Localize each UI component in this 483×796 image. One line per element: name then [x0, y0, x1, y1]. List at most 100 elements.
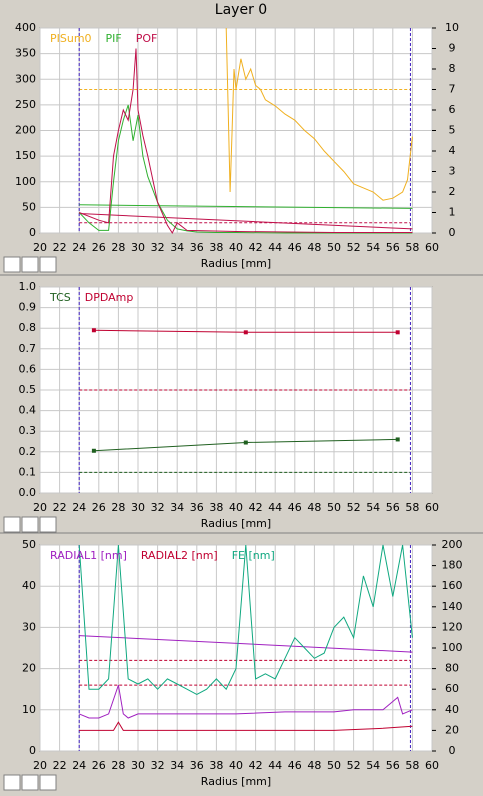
- x-tick-label: 40: [229, 241, 243, 254]
- x-tick-label: 36: [190, 501, 204, 514]
- legend-entry: PISum0: [50, 32, 92, 45]
- y-tick-label: 40: [22, 579, 36, 592]
- x-tick-label: 32: [151, 759, 165, 772]
- y-tick-label: 0.6: [19, 362, 37, 375]
- x-tick-label: 44: [268, 501, 282, 514]
- legend-entry: RADIAL1 [nm]: [50, 549, 127, 562]
- x-tick-label: 22: [53, 759, 67, 772]
- trace-line: [79, 684, 413, 719]
- x-tick-label: 44: [268, 241, 282, 254]
- y2-tick-label: 4: [449, 144, 456, 157]
- toolbar-button[interactable]: [39, 774, 57, 791]
- y-tick-label: 0.5: [19, 383, 37, 396]
- x-tick-label: 58: [405, 241, 419, 254]
- y-tick-label: 0: [29, 226, 36, 239]
- data-point: [91, 328, 96, 333]
- x-tick-label: 34: [170, 759, 184, 772]
- data-point: [243, 330, 248, 335]
- x-tick-label: 36: [190, 759, 204, 772]
- data-point: [395, 437, 400, 442]
- y-tick-label: 1.0: [19, 280, 37, 293]
- x-tick-label: 34: [170, 501, 184, 514]
- window-title: Layer 0: [215, 2, 267, 18]
- toolbar-button[interactable]: [21, 516, 39, 533]
- y-tick-label: 0: [29, 744, 36, 757]
- toolbar-button[interactable]: [3, 516, 21, 533]
- y2-tick-label: 160: [442, 579, 463, 592]
- x-tick-label: 24: [72, 241, 86, 254]
- x-tick-label: 56: [386, 501, 400, 514]
- x-tick-label: 56: [386, 759, 400, 772]
- x-tick-label: 40: [229, 501, 243, 514]
- legend-entry: DPDAmp: [85, 291, 134, 304]
- y-tick-label: 0.3: [19, 424, 37, 437]
- x-tick-label: 56: [386, 241, 400, 254]
- y2-tick-label: 5: [449, 124, 456, 137]
- toolbar-button[interactable]: [21, 774, 39, 791]
- y-tick-label: 150: [15, 149, 36, 162]
- x-tick-label: 52: [347, 759, 361, 772]
- x-tick-label: 42: [249, 501, 263, 514]
- y2-tick-label: 8: [449, 62, 456, 75]
- y-tick-label: 0.0: [19, 486, 37, 499]
- y-tick-label: 0.8: [19, 321, 37, 334]
- y2-tick-label: 6: [449, 103, 456, 116]
- x-tick-label: 46: [288, 241, 302, 254]
- x-tick-label: 50: [327, 241, 341, 254]
- legend-entry: POF: [136, 32, 158, 45]
- y2-tick-label: 60: [445, 682, 459, 695]
- y-tick-label: 0.1: [19, 465, 37, 478]
- x-tick-label: 54: [366, 501, 380, 514]
- y2-tick-label: 3: [449, 165, 456, 178]
- x-tick-label: 44: [268, 759, 282, 772]
- series-line: [79, 721, 413, 731]
- toolbar-button[interactable]: [3, 774, 21, 791]
- x-tick-label: 38: [209, 501, 223, 514]
- x-tick-label: 60: [425, 241, 439, 254]
- data-point: [395, 330, 400, 335]
- x-tick-label: 58: [405, 759, 419, 772]
- x-tick-label: 28: [111, 759, 125, 772]
- y2-tick-label: 200: [442, 538, 463, 551]
- y-tick-label: 0.4: [19, 404, 37, 417]
- toolbar-button[interactable]: [3, 256, 21, 273]
- y-tick-label: 0.2: [19, 445, 37, 458]
- legend-entry: FE [nm]: [232, 549, 275, 562]
- toolbar-button[interactable]: [39, 516, 57, 533]
- x-tick-label: 26: [92, 759, 106, 772]
- y2-tick-label: 180: [442, 559, 463, 572]
- y-tick-label: 10: [22, 703, 36, 716]
- x-tick-label: 20: [33, 759, 47, 772]
- x-tick-label: 36: [190, 241, 204, 254]
- x-tick-label: 54: [366, 241, 380, 254]
- x-tick-label: 50: [327, 501, 341, 514]
- x-tick-label: 60: [425, 759, 439, 772]
- x-tick-label: 48: [307, 501, 321, 514]
- x-tick-label: 42: [249, 241, 263, 254]
- y-tick-label: 200: [15, 124, 36, 137]
- x-tick-label: 40: [229, 759, 243, 772]
- y-tick-label: 300: [15, 72, 36, 85]
- x-tick-label: 38: [209, 759, 223, 772]
- y2-tick-label: 10: [445, 21, 459, 34]
- toolbar-button[interactable]: [39, 256, 57, 273]
- legend-entry: RADIAL2 [nm]: [141, 549, 218, 562]
- x-tick-label: 28: [111, 241, 125, 254]
- y2-tick-label: 0: [449, 744, 456, 757]
- x-tick-label: 30: [131, 759, 145, 772]
- y2-tick-label: 140: [442, 600, 463, 613]
- data-point: [243, 440, 248, 445]
- toolbar-button[interactable]: [21, 256, 39, 273]
- series-line: [225, 27, 413, 201]
- x-tick-label: 30: [131, 501, 145, 514]
- x-axis-label: Radius [mm]: [201, 775, 271, 788]
- y2-tick-label: 40: [445, 703, 459, 716]
- y-tick-label: 50: [22, 200, 36, 213]
- x-tick-label: 46: [288, 501, 302, 514]
- y2-tick-label: 2: [449, 185, 456, 198]
- series-line: [79, 48, 413, 235]
- x-tick-label: 42: [249, 759, 263, 772]
- y2-tick-label: 80: [445, 662, 459, 675]
- x-tick-label: 24: [72, 501, 86, 514]
- x-tick-label: 22: [53, 501, 67, 514]
